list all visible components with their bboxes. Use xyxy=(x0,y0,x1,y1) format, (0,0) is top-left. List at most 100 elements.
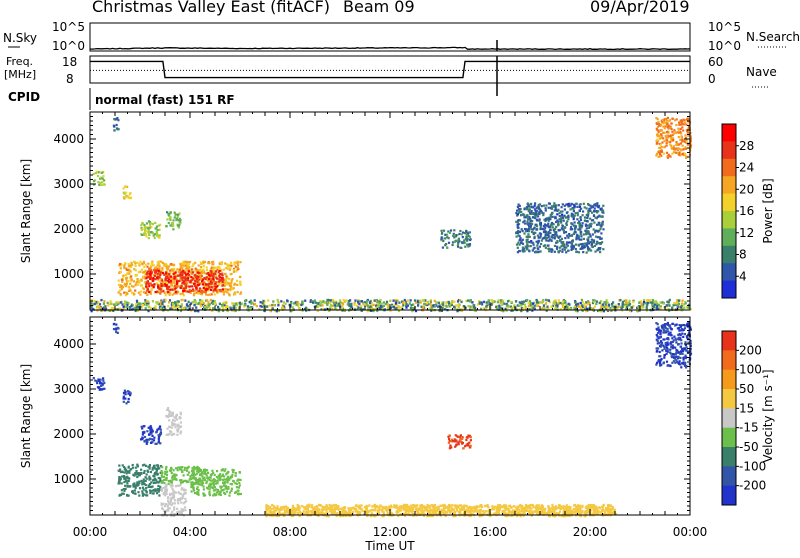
cpid-mode-text: normal (fast) 151 RF xyxy=(95,93,235,107)
scatter-cell xyxy=(138,481,140,483)
scatter-cell xyxy=(145,283,147,285)
scatter-cell xyxy=(468,442,470,444)
scatter-cell xyxy=(172,270,174,272)
scatter-cell xyxy=(217,477,219,479)
freq-right-tick-bottom: 0 xyxy=(708,72,716,86)
scatter-cell xyxy=(658,147,660,149)
scatter-cell xyxy=(671,131,673,133)
scatter-cell xyxy=(124,303,126,305)
scatter-cell xyxy=(151,438,153,440)
scatter-cell xyxy=(125,192,127,194)
scatter-cell xyxy=(524,222,526,224)
scatter-cell xyxy=(230,265,232,267)
scatter-cell xyxy=(669,141,671,143)
scatter-cell xyxy=(583,203,585,205)
scatter-cell xyxy=(549,218,551,220)
scatter-cell xyxy=(214,303,216,305)
scatter-cell xyxy=(157,464,159,466)
scatter-cell xyxy=(549,226,551,228)
scatter-cell xyxy=(655,300,657,302)
scatter-cell xyxy=(488,299,490,301)
scatter-cell xyxy=(442,240,444,242)
scatter-cell xyxy=(169,217,171,219)
scatter-cell xyxy=(222,279,224,281)
scatter-cell xyxy=(543,307,545,309)
scatter-cell xyxy=(156,235,158,237)
scatter-cell xyxy=(139,487,141,489)
scatter-cell xyxy=(186,304,188,306)
scatter-cell xyxy=(557,250,559,252)
scatter-cell xyxy=(224,481,226,483)
scatter-cell xyxy=(668,301,670,303)
scatter-cell xyxy=(523,208,525,210)
scatter-cell xyxy=(154,490,156,492)
scatter-cell xyxy=(192,271,194,273)
scatter-cell xyxy=(545,302,547,304)
scatter-cell xyxy=(153,492,155,494)
scatter-cell xyxy=(678,130,680,132)
scatter-cell xyxy=(577,228,579,230)
scatter-cell xyxy=(225,473,227,475)
scatter-cell xyxy=(517,242,519,244)
scatter-cell xyxy=(225,487,227,489)
scatter-cell xyxy=(123,488,125,490)
scatter-cell xyxy=(378,307,380,309)
scatter-cell xyxy=(211,286,213,288)
scatter-cell xyxy=(150,283,152,285)
scatter-cell xyxy=(234,293,236,295)
scatter-cell xyxy=(659,307,661,309)
scatter-cell xyxy=(244,304,246,306)
scatter-cell xyxy=(238,479,240,481)
scatter-cell xyxy=(212,263,214,265)
scatter-cell xyxy=(226,491,228,493)
scatter-cell xyxy=(113,328,115,330)
scatter-cell xyxy=(123,475,125,477)
scatter-cell xyxy=(673,129,675,131)
scatter-cell xyxy=(521,228,523,230)
scatter-cell xyxy=(587,211,589,213)
scatter-cell xyxy=(673,360,675,362)
scatter-cell xyxy=(193,474,195,476)
scatter-cell xyxy=(266,305,268,307)
scatter-cell xyxy=(236,284,238,286)
scatter-cell xyxy=(587,240,589,242)
scatter-cell xyxy=(166,490,168,492)
colorbar-tick-label: 20 xyxy=(739,182,754,196)
scatter-cell xyxy=(135,269,137,271)
scatter-cell xyxy=(666,120,668,122)
scatter-cell xyxy=(222,479,224,481)
scatter-cell xyxy=(592,233,594,235)
scatter-cell xyxy=(548,207,550,209)
scatter-cell xyxy=(444,234,446,236)
scatter-cell xyxy=(118,280,120,282)
scatter-cell xyxy=(682,300,684,302)
scatter-cell xyxy=(153,307,155,309)
scatter-cell xyxy=(668,333,670,335)
scatter-cell xyxy=(176,281,178,283)
scatter-cell xyxy=(168,480,170,482)
scatter-cell xyxy=(345,299,347,301)
scatter-cell xyxy=(210,274,212,276)
scatter-cell xyxy=(118,291,120,293)
scatter-cell xyxy=(123,187,125,189)
scatter-cell xyxy=(119,481,121,483)
scatter-cell xyxy=(154,222,156,224)
scatter-cell xyxy=(658,152,660,154)
scatter-cell xyxy=(134,262,136,264)
scatter-cell xyxy=(232,480,234,482)
scatter-cell xyxy=(192,265,194,267)
scatter-cell xyxy=(545,207,547,209)
scatter-cell xyxy=(201,480,203,482)
scatter-cell xyxy=(138,495,140,497)
scatter-cell xyxy=(141,234,143,236)
scatter-cell xyxy=(543,245,545,247)
scatter-cell xyxy=(580,239,582,241)
scatter-cell xyxy=(685,157,687,159)
scatter-cell xyxy=(547,245,549,247)
scatter-cell xyxy=(212,303,214,305)
scatter-cell xyxy=(132,467,134,469)
scatter-cell xyxy=(567,250,569,252)
scatter-cell xyxy=(142,482,144,484)
scatter-cell xyxy=(351,306,353,308)
